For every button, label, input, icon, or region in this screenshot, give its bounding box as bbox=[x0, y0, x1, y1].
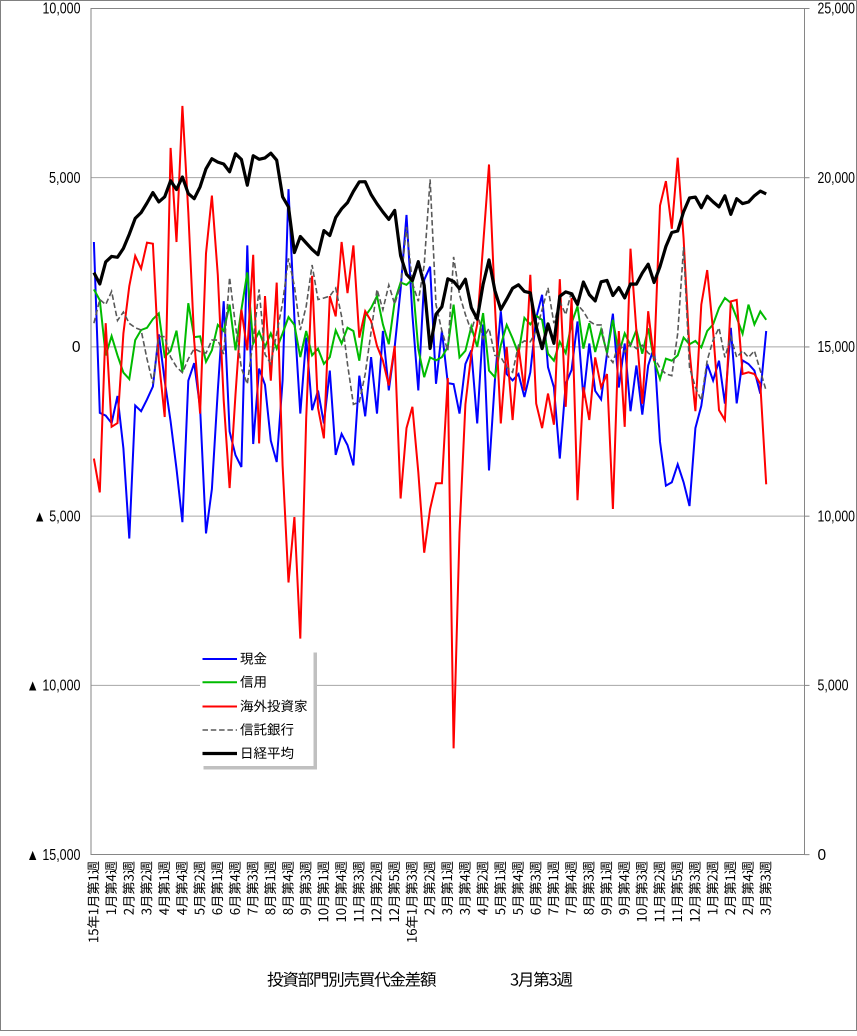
svg-text:0: 0 bbox=[72, 339, 81, 356]
svg-text:▲ 5,000: ▲ 5,000 bbox=[34, 508, 81, 525]
svg-text:0: 0 bbox=[818, 847, 827, 864]
svg-text:▲ 15,000: ▲ 15,000 bbox=[27, 847, 81, 864]
svg-text:5,000: 5,000 bbox=[818, 678, 849, 695]
svg-text:▲ 10,000: ▲ 10,000 bbox=[27, 678, 81, 695]
svg-text:20,000: 20,000 bbox=[818, 170, 856, 187]
svg-text:10,000: 10,000 bbox=[43, 1, 81, 18]
svg-text:10,000: 10,000 bbox=[818, 508, 856, 525]
svg-text:15,000: 15,000 bbox=[818, 339, 856, 356]
svg-text:25,000: 25,000 bbox=[818, 1, 856, 18]
svg-text:5,000: 5,000 bbox=[49, 170, 81, 187]
